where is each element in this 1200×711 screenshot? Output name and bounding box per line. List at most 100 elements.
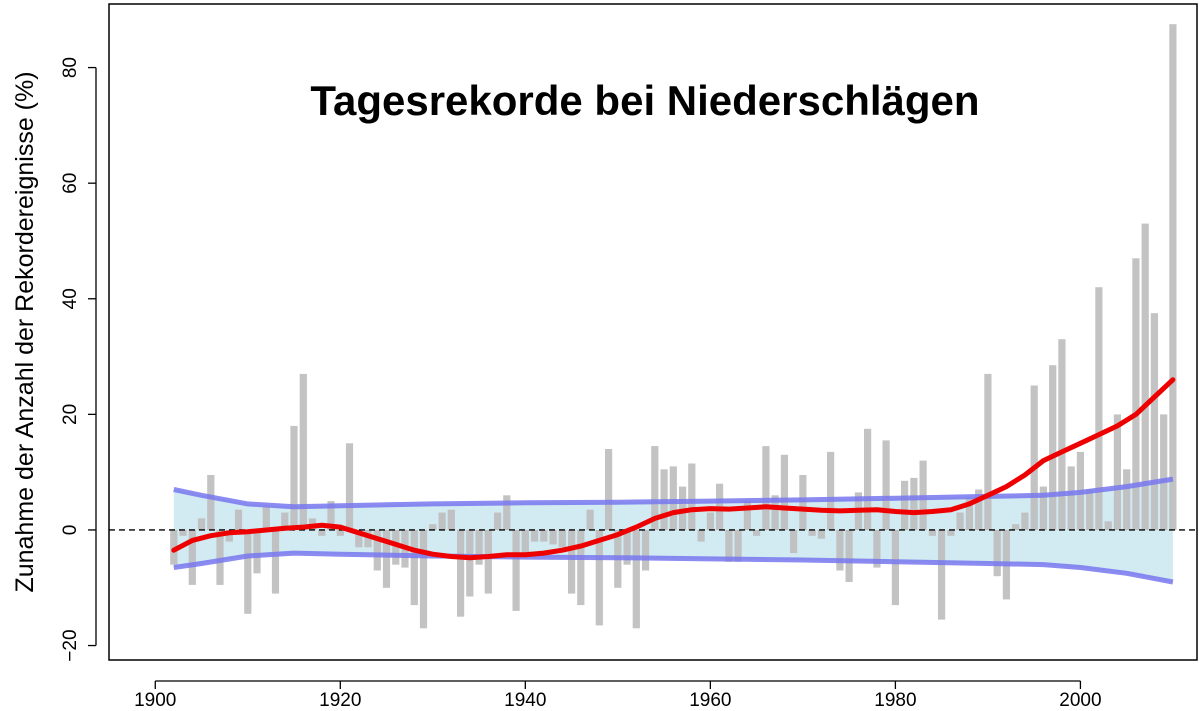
bar-1944 [558, 530, 566, 548]
bar-1963 [734, 530, 742, 562]
bar-1915 [290, 425, 298, 530]
bar-1906 [207, 475, 215, 530]
bar-1975 [845, 530, 853, 582]
bar-1930 [429, 524, 437, 530]
bar-1909 [234, 509, 243, 530]
bar-1956 [669, 466, 677, 530]
x-tick-label-1980: 1980 [874, 690, 916, 711]
bar-1973 [827, 451, 835, 530]
bar-2005 [1123, 469, 1131, 530]
bar-2002 [1095, 287, 1103, 530]
plot-frame [108, 3, 1198, 661]
bar-1928 [410, 530, 418, 606]
bar-1987 [956, 512, 964, 530]
bar-1986 [947, 530, 955, 536]
y-tick-label-0: −20 [60, 629, 81, 661]
bar-1903 [179, 530, 187, 536]
bar-1995 [1030, 385, 1038, 530]
bar-1977 [864, 428, 872, 530]
bar-1972 [817, 530, 825, 539]
bar-1997 [1049, 365, 1057, 530]
bar-1991 [993, 530, 1001, 577]
bar-1964 [743, 501, 751, 530]
trend-line [171, 377, 1176, 561]
bar-1998 [1058, 339, 1066, 530]
bar-1933 [457, 530, 465, 617]
bar-1949 [605, 449, 613, 530]
x-tick-label-2000: 2000 [1059, 690, 1101, 711]
bar-1989 [975, 489, 983, 530]
bar-1922 [355, 530, 363, 548]
y-tick-label-3: 40 [60, 288, 81, 309]
bar-1902 [170, 530, 178, 565]
bar-1965 [753, 530, 761, 536]
bar-2008 [1150, 313, 1158, 530]
bar-1943 [549, 530, 557, 545]
bar-1929 [419, 530, 428, 629]
chart-title: Tagesrekorde bei Niederschlägen [310, 77, 979, 124]
bar-1985 [938, 530, 946, 620]
bar-1913 [271, 530, 280, 594]
bar-1981 [901, 480, 909, 530]
bar-1937 [494, 512, 502, 530]
bar-1999 [1067, 466, 1075, 530]
bar-1908 [225, 530, 233, 542]
bar-1962 [725, 530, 733, 562]
bar-1953 [642, 530, 650, 571]
bar-1957 [679, 486, 687, 530]
y-axis-label: Zunahme der Anzahl der Rekordereignisse … [11, 71, 39, 592]
bar-1958 [688, 463, 696, 530]
bar-1969 [790, 530, 798, 554]
bar-1935 [475, 530, 483, 565]
bar-1916 [299, 373, 307, 530]
bar-1923 [364, 530, 372, 548]
bar-1931 [438, 512, 446, 530]
x-tick-label-1940: 1940 [504, 690, 546, 711]
bar-2001 [1086, 489, 1094, 530]
bar-1978 [873, 530, 881, 568]
bar-1945 [568, 530, 576, 594]
bar-1994 [1021, 512, 1029, 530]
y-tick-label-2: 20 [60, 404, 81, 425]
bar-1968 [780, 454, 788, 530]
bar-1979 [882, 440, 890, 530]
bar-1918 [318, 530, 326, 536]
bar-1941 [531, 530, 539, 542]
bar-2006 [1132, 258, 1140, 530]
bar-1970 [799, 475, 807, 530]
bar-1984 [928, 530, 936, 536]
bar-1951 [623, 530, 631, 565]
bar-1911 [253, 530, 261, 574]
bar-1921 [345, 443, 354, 530]
bar-2004 [1113, 414, 1121, 530]
bar-1914 [281, 512, 289, 530]
bar-1934 [466, 530, 474, 597]
bar-1904 [188, 530, 196, 585]
bar-1947 [586, 509, 594, 530]
bar-1988 [965, 498, 973, 530]
bar-1926 [392, 530, 400, 565]
bar-1939 [512, 530, 520, 611]
x-tick-label-1960: 1960 [689, 690, 731, 711]
y-tick-label-1: 0 [60, 525, 81, 536]
bar-1971 [808, 530, 816, 536]
bar-1960 [706, 512, 714, 530]
trend-line-series-0 [171, 377, 1176, 561]
bar-1974 [836, 530, 844, 571]
bar-1967 [771, 495, 779, 530]
bar-1942 [540, 530, 548, 542]
bar-1948 [595, 530, 603, 626]
bar-1996 [1039, 486, 1047, 530]
bar-2007 [1141, 223, 1149, 530]
bar-1993 [1012, 524, 1020, 530]
bar-1932 [447, 509, 455, 530]
bar-1936 [484, 530, 492, 594]
confidence-band-upper-edge [173, 476, 1174, 510]
bar-1940 [521, 530, 529, 554]
bar-1910 [244, 530, 252, 614]
bar-1925 [382, 530, 391, 588]
x-tick-label-1920: 1920 [319, 690, 361, 711]
y-tick-label-4: 60 [60, 173, 81, 194]
bar-1905 [197, 518, 206, 530]
